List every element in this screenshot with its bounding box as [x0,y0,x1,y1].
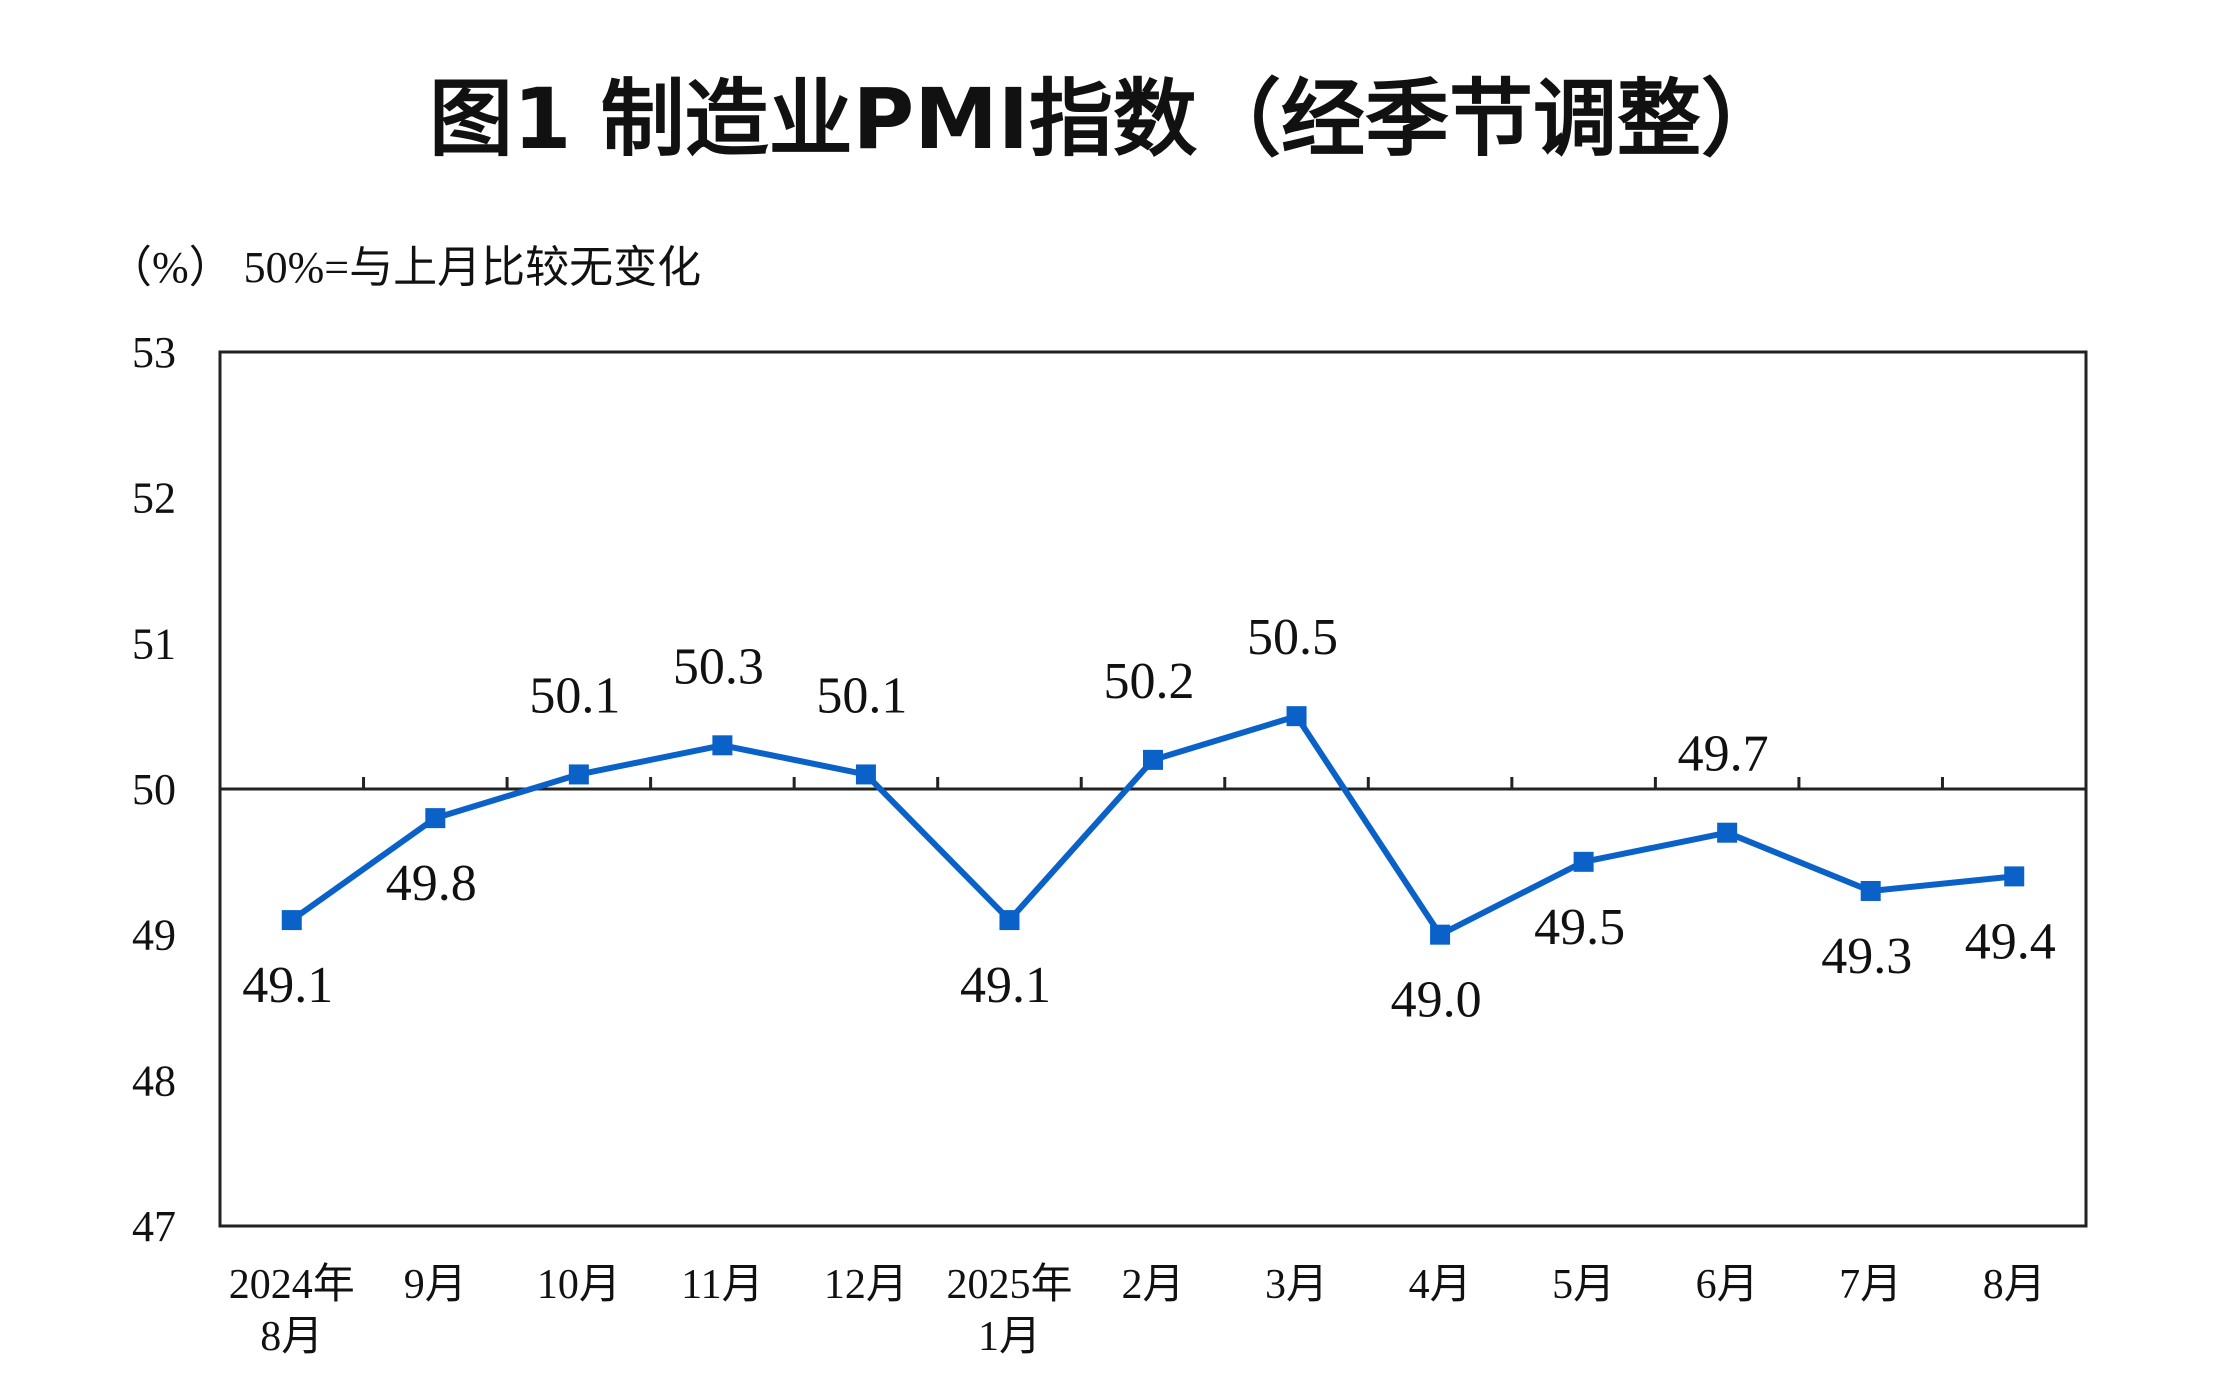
x-tick-label: 2024年 [229,1261,355,1308]
x-tick-label: 4月 [1409,1262,1472,1308]
data-point [1860,880,1881,901]
data-point [425,808,446,829]
x-tick-label: 8月 [260,1314,323,1360]
data-point [281,910,302,931]
x-tick-label: 1月 [978,1314,1041,1360]
data-label: 49.8 [386,855,477,912]
unit-note: （%） 50%=与上月比较无变化 [108,243,701,292]
data-label: 49.1 [960,957,1051,1014]
y-tick-label: 48 [132,1056,176,1105]
y-tick-label: 53 [132,328,176,377]
data-label: 49.5 [1534,899,1625,956]
data-point [999,910,1020,931]
data-label: 50.5 [1247,609,1338,666]
x-tick-label: 5月 [1552,1262,1615,1308]
data-point [2004,866,2025,887]
data-point [712,735,733,756]
y-tick-label: 47 [132,1202,176,1251]
y-tick-label: 52 [132,474,176,523]
data-label: 49.7 [1678,726,1769,783]
x-axis: 2024年 8月 9月 10月 11月 12月 2025年 1月 2月 3月 4月 5月 6月 7月 8月 [229,777,2046,1360]
y-tick-label: 49 [132,911,176,960]
x-tick-label: 2月 [1121,1262,1184,1308]
x-tick-label: 8月 [1983,1262,2046,1308]
data-label: 49.1 [242,957,333,1014]
data-point [1573,851,1594,872]
data-label: 50.1 [529,667,620,724]
data-point [1286,706,1307,727]
x-tick-label: 10月 [537,1262,621,1308]
data-point [1143,749,1163,770]
data-point [568,764,589,785]
data-label: 50.1 [816,667,907,724]
x-tick-label: 7月 [1839,1262,1902,1308]
data-label: 49.3 [1821,928,1912,985]
x-tick-label: 3月 [1265,1262,1328,1308]
y-tick-label: 50 [132,765,176,814]
data-label: 50.3 [673,638,764,695]
data-label: 49.0 [1391,972,1482,1029]
data-label: 50.2 [1104,653,1195,710]
x-tick-label: 11月 [681,1262,763,1308]
x-tick-label: 2025年 [946,1261,1072,1308]
x-tick-label: 9月 [404,1262,467,1308]
data-labels: 49.1 49.8 50.1 50.3 50.1 49.1 50.2 50.5 49.0 49.5… [242,609,2055,1029]
data-point [1717,822,1738,843]
chart-title: 图1 制造业PMI指数（经季节调整） [429,70,1785,168]
x-tick-label: 6月 [1696,1262,1759,1308]
data-label: 49.4 [1965,913,2056,970]
y-axis: 47 48 49 50 51 52 53 [132,328,176,1251]
data-point [1430,924,1451,945]
data-point [855,764,876,785]
series-line-group [281,706,2025,945]
y-tick-label: 51 [132,619,176,668]
x-tick-label: 12月 [824,1262,908,1308]
